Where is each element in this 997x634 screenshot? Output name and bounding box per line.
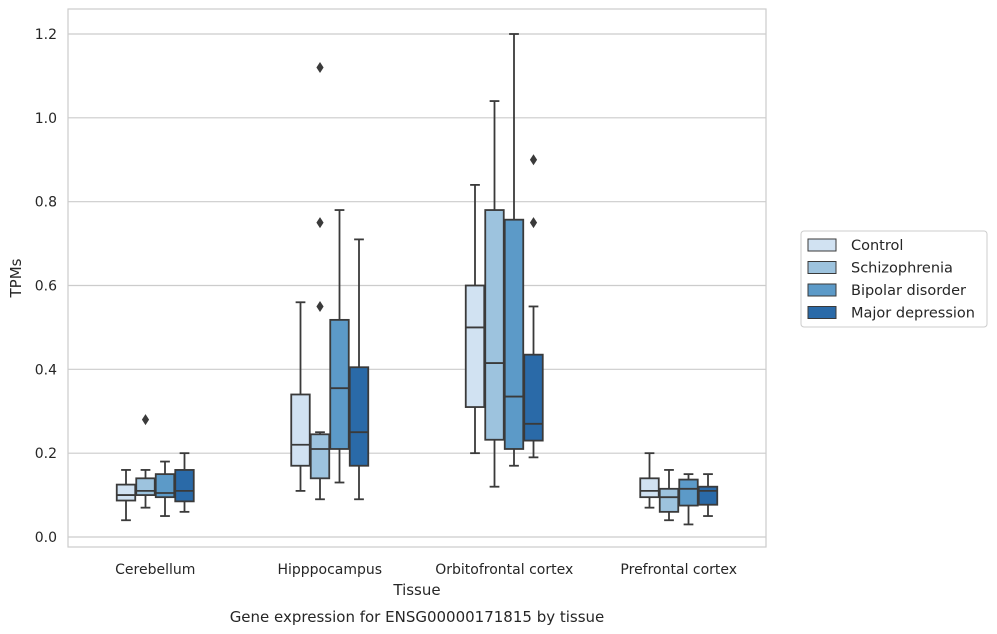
box-bipolar-disorder <box>329 209 350 484</box>
box-iqr <box>329 318 350 450</box>
outlier-point <box>316 62 324 74</box>
box-major-depression <box>348 238 370 501</box>
outlier-point <box>316 217 324 229</box>
y-tick-label: 0.2 <box>35 446 57 462</box>
box-bipolar-disorder <box>154 460 176 517</box>
legend: Control Schizophrenia Bipolar disorder Majo… <box>800 230 988 328</box>
y-tick-label: 0.4 <box>35 362 57 378</box>
y-tick-label: 0.0 <box>35 530 57 546</box>
x-tick-label: Prefrontal cortex <box>620 562 737 578</box>
x-tick-label: Cerebellum <box>115 562 195 578</box>
box-iqr <box>678 478 699 507</box>
box-control <box>115 469 137 522</box>
x-tick-label: Orbitofrontal cortex <box>435 562 573 578</box>
box-iqr <box>154 473 176 499</box>
plot-frame <box>67 8 767 548</box>
box-iqr <box>503 218 525 450</box>
legend-label: Major depression <box>851 306 975 322</box>
outlier-point <box>141 414 150 426</box>
box-schizophrenia <box>658 469 680 522</box>
legend-label: Schizophrenia <box>851 261 953 277</box>
legend-swatch <box>807 283 837 297</box>
outlier-point <box>529 217 538 229</box>
box-bipolar-disorder <box>503 33 525 467</box>
box-iqr <box>348 366 370 467</box>
box-schizophrenia <box>309 62 331 501</box>
legend-swatch <box>807 306 837 319</box>
box-iqr <box>135 477 156 496</box>
y-tick-label: 1.2 <box>35 27 57 43</box>
box-major-depression <box>697 473 719 517</box>
box-iqr <box>174 469 195 503</box>
y-tick-label: 1.0 <box>35 111 57 127</box>
box-bipolar-disorder <box>678 473 699 526</box>
box-iqr <box>639 477 660 499</box>
box-control <box>639 452 660 509</box>
y-tick-labels: 0.0 0.2 0.4 0.6 0.8 1.0 1.2 <box>35 27 57 546</box>
legend-swatch <box>807 261 837 274</box>
legend-label: Control <box>851 238 903 254</box>
box-major-depression <box>174 452 195 513</box>
y-axis-label: TPMs <box>7 258 25 298</box>
box-control <box>464 183 486 455</box>
figure-caption: Gene expression for ENSG00000171815 by t… <box>230 608 605 626</box>
x-tick-label: Hipppocampus <box>277 562 382 578</box>
plot-background <box>68 9 766 547</box>
box-iqr <box>464 284 486 408</box>
box-iqr <box>309 433 331 480</box>
legend-label: Bipolar disorder <box>851 283 966 299</box>
box-iqr <box>523 353 544 442</box>
y-tick-label: 0.6 <box>35 279 57 295</box>
x-tick-labels: Cerebellum Hipppocampus Orbitofrontal cort… <box>115 562 737 578</box>
box-control <box>290 301 311 492</box>
legend-frame <box>800 230 988 328</box>
box-iqr <box>115 483 137 502</box>
box-iqr <box>658 487 680 513</box>
x-axis-label: Tissue <box>392 581 440 599</box>
box-iqr <box>697 485 719 506</box>
y-tick-label: 0.8 <box>35 195 57 211</box>
legend-swatch <box>807 238 837 252</box>
box-schizophrenia <box>484 100 505 488</box>
box-iqr <box>484 209 505 441</box>
box-major-depression <box>523 154 544 459</box>
box-iqr <box>290 393 311 467</box>
outlier-point <box>529 154 538 166</box>
outlier-point <box>316 300 324 312</box>
boxes-layer <box>115 33 719 526</box>
box-schizophrenia <box>135 414 156 509</box>
